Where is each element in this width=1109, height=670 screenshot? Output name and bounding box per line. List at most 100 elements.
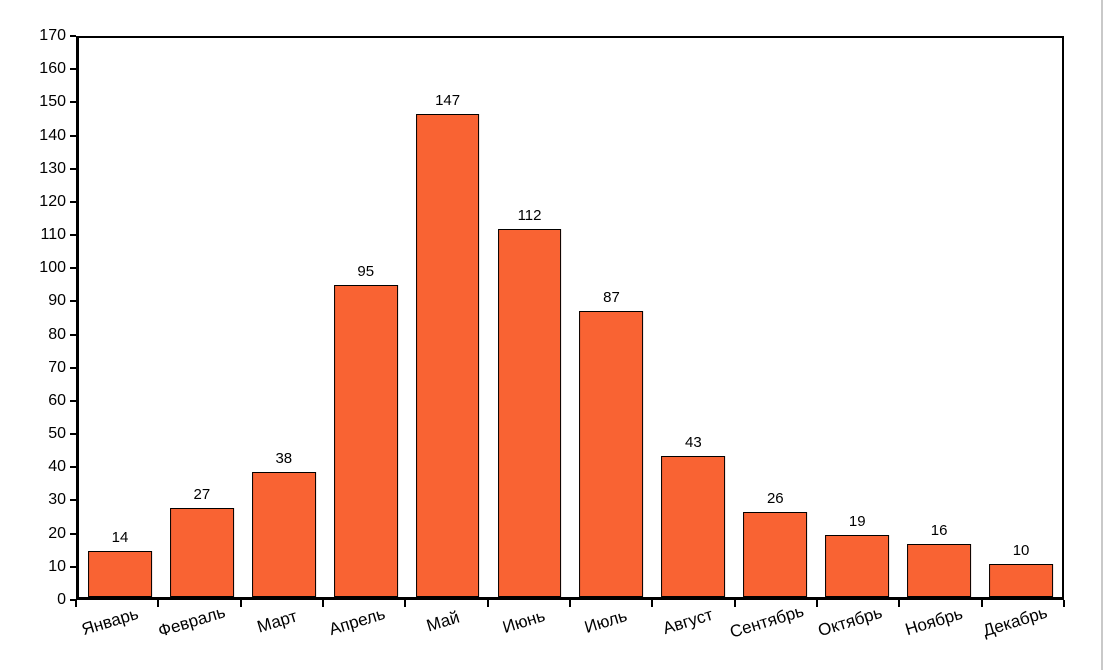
y-axis-tick [70, 35, 76, 37]
bar-slot: 95 [325, 38, 407, 597]
y-tick-label: 120 [39, 192, 66, 210]
y-tick-label: 140 [39, 126, 66, 144]
bar-value-label: 16 [930, 522, 948, 540]
x-tick-label: Сентябрь [727, 601, 806, 642]
y-axis-tick [70, 366, 76, 369]
y-tick-label: 20 [48, 524, 66, 542]
y-tick-label: 50 [48, 425, 66, 443]
x-axis-tick [980, 600, 983, 607]
y-tick-label: 110 [40, 226, 66, 244]
y-axis-tick [70, 200, 76, 203]
bar [88, 550, 152, 597]
bar-slot: 10 [980, 38, 1062, 597]
y-tick-label: 100 [39, 259, 66, 277]
x-tick-label: Июнь [500, 606, 548, 637]
bar-slot: 43 [652, 38, 734, 597]
bar [415, 113, 480, 597]
plot-area: 14 27 38 95 147 112 87 43 26 19 16 10 [76, 36, 1064, 600]
x-tick-label: Июль [582, 606, 630, 637]
x-tick-label: Январь [79, 603, 141, 640]
bar-value-label: 27 [193, 486, 211, 504]
x-axis-tick [569, 600, 571, 607]
x-tick-label: Ноябрь [902, 603, 965, 640]
y-axis-tick [70, 68, 76, 71]
y-tick-label: 70 [48, 358, 66, 376]
bar-value-label: 112 [517, 206, 542, 224]
y-axis-tick [70, 333, 76, 336]
y-axis-tick [70, 599, 76, 601]
bar-value-label: 87 [603, 288, 620, 306]
bar-value-label: 14 [111, 528, 129, 546]
bar [251, 472, 316, 597]
y-tick-label: 60 [48, 391, 66, 409]
x-axis-tick [816, 600, 818, 607]
x-axis-tick [239, 600, 242, 607]
x-tick-label: Декабрь [980, 602, 1050, 641]
x-axis-tick [75, 600, 77, 607]
y-axis-tick [70, 101, 76, 104]
bar-slot: 19 [816, 38, 898, 597]
x-tick-label: Октябрь [815, 602, 885, 641]
x-axis: Январь Февраль Март Апрель Май Июнь Июль Август… [75, 600, 1065, 670]
bar-value-label: 10 [1012, 542, 1030, 560]
bar [907, 544, 972, 597]
y-tick-label: 30 [48, 491, 66, 509]
bar-slot: 87 [571, 38, 653, 597]
x-tick-label: Март [254, 606, 300, 637]
bar [169, 508, 234, 597]
y-axis-tick [70, 300, 76, 303]
bar [497, 228, 562, 597]
bar [579, 310, 644, 597]
y-tick-label: 80 [48, 325, 66, 343]
bar-slot: 16 [898, 38, 980, 597]
bar-value-label: 26 [766, 489, 784, 507]
y-tick-label: 150 [39, 93, 66, 111]
y-tick-label: 170 [39, 27, 66, 44]
bar [825, 534, 890, 597]
x-axis-tick [486, 600, 489, 607]
y-axis-tick [70, 433, 76, 436]
y-tick-label: 40 [48, 458, 66, 476]
y-axis-tick [70, 267, 76, 270]
bar-value-label: 38 [275, 450, 293, 468]
y-axis: 0 10 20 30 40 50 60 70 80 90 100 110 120 130 140 150 160… [0, 28, 76, 608]
bar-slot: 112 [489, 38, 571, 597]
x-axis-tick [322, 600, 324, 607]
y-tick-label: 10 [48, 557, 66, 575]
x-tick-label: Февраль [155, 602, 228, 641]
y-tick-label: 0 [57, 591, 66, 608]
bar [989, 564, 1053, 597]
bar-slot: 26 [734, 38, 816, 597]
bar-slot: 27 [161, 38, 243, 597]
y-axis-tick [70, 399, 76, 402]
x-axis-tick [157, 600, 160, 607]
y-tick-label: 160 [39, 60, 66, 78]
bar-slot: 38 [243, 38, 325, 597]
y-tick-label: 90 [48, 292, 66, 310]
y-axis-tick [70, 499, 76, 502]
bar [333, 284, 398, 597]
window-edge-line [1101, 0, 1103, 670]
bar [743, 511, 808, 597]
x-axis-tick [898, 600, 901, 607]
x-axis-tick [733, 600, 736, 607]
bar-value-label: 43 [685, 433, 702, 451]
y-axis-tick [70, 466, 76, 469]
y-axis-tick [70, 234, 76, 237]
x-tick-label: Май [423, 607, 462, 636]
x-tick-label: Август [660, 604, 715, 639]
bar [661, 455, 726, 597]
bar-slot: 147 [407, 38, 489, 597]
x-axis-tick [1063, 600, 1065, 607]
bar-slot: 14 [79, 38, 161, 597]
y-tick-label: 130 [39, 159, 66, 177]
y-axis-tick [70, 532, 76, 535]
x-axis-tick [404, 600, 407, 607]
x-axis-tick [651, 600, 654, 607]
bar-value-label: 19 [848, 512, 866, 530]
y-axis-tick [70, 167, 76, 170]
bar-value-label: 147 [435, 91, 461, 109]
bar-value-label: 95 [357, 262, 375, 280]
y-axis-tick [70, 134, 76, 137]
